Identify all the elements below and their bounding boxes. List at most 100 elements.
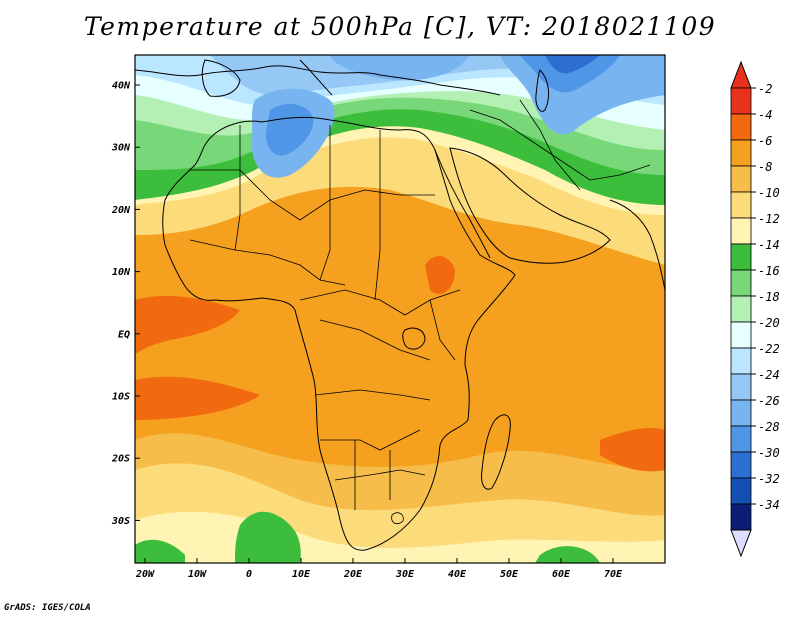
country-borders — [189, 99, 651, 525]
border-sahara-2 — [234, 125, 241, 251]
colorbar-label: -18 — [758, 290, 780, 304]
border-sahara-4 — [374, 130, 381, 301]
colorbar: -2 -4 -6 -8 -10 -12 -14 -16 -18 -20 -22 -24 -26 -28 -3… — [730, 60, 780, 558]
lat-tick-label: EQ — [118, 329, 130, 340]
border-sahara-3 — [319, 125, 331, 281]
lesotho — [391, 512, 404, 525]
field-red-band-3 — [600, 428, 665, 472]
lat-tick-label: 20S — [111, 454, 130, 465]
field-red-band-2 — [135, 376, 260, 420]
colorbar-labels: -2 -4 -6 -8 -10 -12 -14 -16 -18 -20 -22 -24 -26 -28 -3… — [751, 82, 780, 512]
colorbar-box — [730, 373, 752, 401]
lat-tick-label: 40N — [112, 81, 131, 92]
border-central-2 — [319, 319, 431, 361]
lon-tick-label: 70E — [604, 569, 623, 580]
colorbar-label: -4 — [758, 108, 772, 122]
colorbar-label: -26 — [758, 394, 780, 408]
lon-tick-label: 20E — [343, 569, 363, 580]
colorbar-box — [730, 477, 752, 505]
lat-tick-label: 10N — [112, 267, 131, 278]
colorbar-label: -2 — [758, 82, 772, 96]
field-south-green-1 — [235, 511, 301, 563]
colorbar-label: -12 — [758, 212, 780, 226]
lat-tick-label: 20N — [111, 205, 131, 216]
plot-frame — [134, 54, 666, 564]
border-east-1 — [429, 299, 456, 361]
border-sahara-1 — [190, 169, 435, 221]
map-title: Temperature at 500hPa [C], VT: 201802110… — [83, 12, 717, 41]
iberia — [201, 59, 241, 97]
madagascar — [481, 414, 511, 490]
lon-tick-label: 10W — [188, 569, 207, 580]
colorbar-box — [730, 87, 752, 115]
lon-tick-label: 50E — [500, 569, 519, 580]
colorbar-box — [730, 399, 752, 427]
field-blue-west-core — [265, 103, 314, 156]
colorbar-box — [730, 425, 752, 453]
lon-tick-label: 10E — [292, 569, 311, 580]
italy — [299, 59, 333, 96]
field-south-green-2 — [135, 539, 185, 563]
colorbar-box — [730, 139, 752, 167]
colorbar-bottom-arrow — [730, 529, 752, 558]
lake-victoria — [402, 327, 426, 350]
colorbar-top-arrow — [730, 60, 752, 89]
temperature-field — [135, 55, 665, 563]
lon-tick-label: 40E — [448, 569, 467, 580]
africa-coastline — [162, 116, 516, 551]
lat-tick-label: 30S — [111, 516, 130, 527]
colorbar-box — [730, 347, 752, 375]
border-south-2 — [320, 429, 421, 451]
lat-tick-label: 10S — [112, 392, 130, 403]
colorbar-box — [730, 165, 752, 193]
lon-tick-label: 60E — [552, 569, 571, 580]
coastlines — [135, 59, 665, 551]
colorbar-label: -22 — [758, 342, 780, 356]
latitude-axis: 40N 30N 20N 10N EQ 10S 20S 30S — [111, 81, 140, 527]
colorbar-box — [730, 113, 752, 141]
field-red-band-1 — [135, 295, 240, 355]
colorbar-label: -14 — [758, 238, 780, 252]
colorbar-label: -28 — [758, 420, 780, 434]
arabia — [449, 147, 611, 264]
field-red-east-africa — [425, 255, 455, 294]
colorbar-label: -16 — [758, 264, 780, 278]
lon-tick-label: 20W — [135, 569, 155, 580]
colorbar-box — [730, 451, 752, 479]
field-blue-dark — [545, 55, 600, 74]
caspian — [535, 69, 550, 112]
colorbar-label: -10 — [758, 186, 780, 200]
field-south-green-3 — [535, 546, 600, 563]
colorbar-label: -24 — [758, 368, 780, 382]
lat-tick-label: 30N — [111, 143, 131, 154]
colorbar-boxes — [730, 87, 752, 531]
colorbar-label: -34 — [758, 498, 780, 512]
colorbar-box — [730, 243, 752, 271]
border-south-3 — [334, 469, 426, 481]
colorbar-label: -30 — [758, 446, 780, 460]
border-middle-east-2 — [519, 99, 581, 191]
colorbar-box — [730, 269, 752, 297]
colorbar-box — [730, 503, 752, 531]
border-central-1 — [299, 289, 461, 316]
colorbar-box — [730, 321, 752, 349]
border-south-1 — [314, 389, 431, 401]
lon-tick-label: 30E — [395, 569, 415, 580]
lon-tick-label: 0 — [246, 569, 252, 580]
longitude-axis: 20W 10W 0 10E 20E 30E 40E 50E 60E 70E — [135, 558, 623, 580]
colorbar-box — [730, 295, 752, 323]
india — [609, 199, 665, 291]
europe-coast — [135, 65, 501, 96]
red-sea — [434, 149, 491, 259]
field-blue-mid-north — [330, 55, 470, 81]
colorbar-label: -20 — [758, 316, 780, 330]
colorbar-box — [730, 191, 752, 219]
border-west-africa — [189, 239, 346, 286]
colorbar-label: -32 — [758, 472, 780, 486]
colorbar-label: -6 — [758, 134, 772, 148]
colorbar-box — [730, 217, 752, 245]
border-middle-east — [469, 109, 651, 181]
colorbar-label: -8 — [758, 160, 772, 174]
field-blue-east-core — [520, 55, 620, 93]
credit-text: GrADS: IGES/COLA — [4, 603, 91, 613]
